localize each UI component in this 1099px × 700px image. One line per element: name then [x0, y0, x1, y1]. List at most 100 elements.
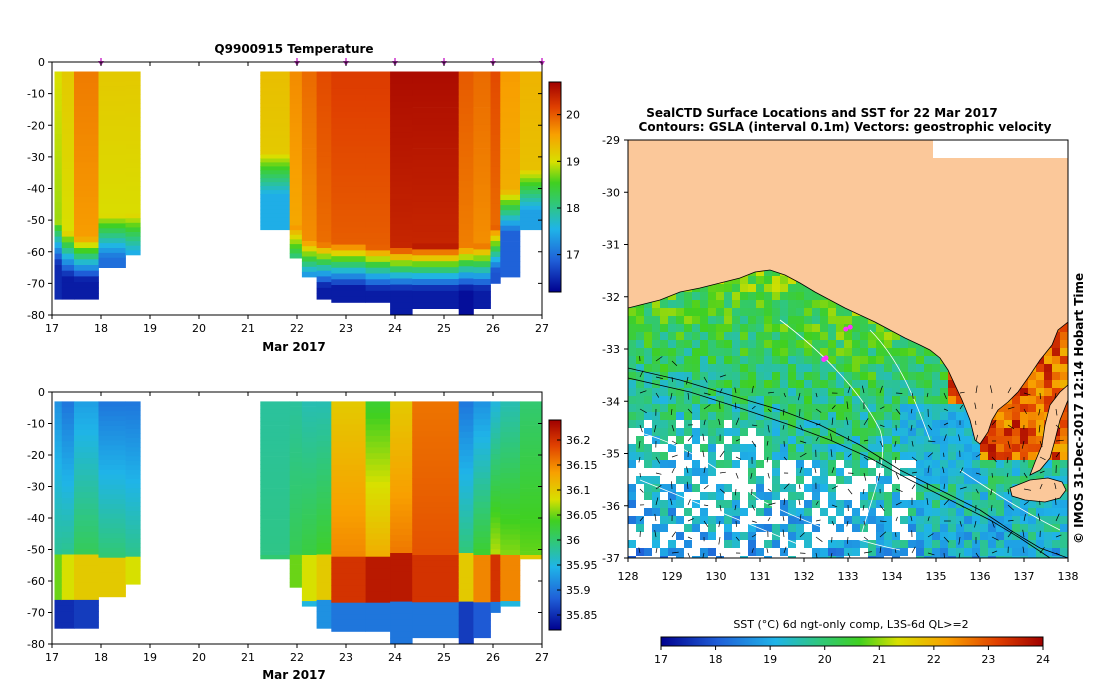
profile-cell: [61, 219, 75, 226]
profile-cell: [98, 489, 126, 495]
profile-cell: [74, 599, 99, 606]
profile-cell: [390, 266, 413, 273]
sst-cell: [764, 300, 772, 308]
sst-cell: [1012, 420, 1020, 428]
sst-cell: [748, 332, 756, 340]
sst-cell: [692, 476, 700, 484]
profile-cell: [61, 139, 75, 146]
profile-cell: [520, 484, 543, 489]
profile-cell: [125, 117, 141, 123]
profile-cell: [260, 174, 291, 179]
colorbar-tick-label: 20: [566, 109, 580, 122]
sst-cell: [700, 308, 708, 316]
profile-cell: [520, 468, 543, 473]
sst-cell: [1028, 452, 1036, 460]
velocity-vector: [734, 504, 737, 511]
sst-cell: [1060, 444, 1068, 452]
profile-cell: [125, 218, 141, 224]
sst-cell: [684, 524, 692, 532]
sst-cell: [852, 316, 860, 324]
sst-cell: [900, 500, 908, 508]
x-tick-label: 27: [535, 322, 549, 335]
profile-cell: [390, 522, 413, 530]
velocity-vector: [814, 467, 817, 474]
profile-cell: [458, 132, 474, 139]
velocity-vector: [655, 456, 661, 464]
profile-cell: [289, 564, 303, 570]
sst-cell: [1052, 452, 1060, 460]
velocity-vector: [671, 551, 679, 554]
sst-cell: [772, 556, 780, 558]
sst-cell: [852, 524, 860, 532]
temperature-cells: [54, 71, 543, 316]
sst-cell: [652, 412, 660, 420]
sst-cell: [812, 500, 820, 508]
profile-cell: [61, 179, 75, 186]
x-tick-label: 24: [388, 651, 402, 664]
sst-cell: [940, 404, 948, 412]
profile-cell: [301, 246, 317, 252]
profile-cell: [125, 135, 141, 141]
sst-cell: [948, 532, 956, 540]
sst-cell: [1004, 452, 1012, 460]
sst-cell: [1028, 508, 1036, 516]
sst-cell: [676, 436, 684, 444]
sst-cell: [1052, 436, 1060, 444]
sst-cell: [724, 500, 732, 508]
profile-cell: [365, 585, 391, 592]
sst-cell: [908, 396, 916, 404]
profile-cell: [289, 183, 303, 189]
profile-cell: [473, 95, 491, 102]
profile-cell: [473, 148, 491, 155]
velocity-vector: [1023, 501, 1029, 506]
velocity-vector: [638, 547, 641, 554]
profile-cell: [365, 430, 391, 437]
profile-cell: [260, 476, 291, 481]
sst-cell: [684, 548, 692, 556]
sst-cell: [780, 292, 788, 300]
profile-cell: [54, 622, 63, 629]
profile-cell: [125, 85, 141, 91]
sst-cell: [972, 444, 980, 452]
profile-cell: [390, 278, 413, 285]
velocity-vector: [879, 406, 885, 410]
sst-cell: [628, 444, 636, 452]
sst-cell: [772, 516, 780, 524]
profile-cell: [61, 168, 75, 175]
profile-cell: [331, 77, 366, 84]
sst-cell: [812, 316, 820, 324]
sst-cell: [892, 372, 900, 380]
profile-cell: [316, 111, 332, 118]
sst-cell: [940, 420, 948, 428]
profile-cell: [458, 577, 474, 584]
profile-cell: [54, 185, 63, 192]
profile-cell: [500, 210, 521, 216]
profile-cell: [98, 572, 126, 578]
sst-cell: [692, 412, 700, 420]
sst-cell: [1012, 508, 1020, 516]
sst-cell: [868, 468, 876, 476]
sst-cell: [892, 540, 900, 548]
salinity-panel: 17 18 19 20 21 22 23 24 25 26 27 0-10-20-30-40-50-…: [27, 386, 597, 682]
profile-cell: [412, 285, 460, 292]
profile-cell: [500, 117, 521, 124]
profile-cell: [458, 187, 474, 194]
profile-cell: [260, 213, 291, 219]
map-area: [628, 140, 1068, 558]
sst-cell: [740, 380, 748, 388]
sst-cell: [956, 460, 964, 468]
sst-cell: [1060, 364, 1068, 372]
sst-cell: [828, 308, 836, 316]
sst-cell: [732, 356, 740, 364]
profile-cell: [289, 429, 303, 435]
profile-cell: [260, 436, 291, 442]
profile-cell: [458, 193, 474, 200]
sst-cell: [772, 284, 780, 292]
sst-cell: [796, 364, 804, 372]
profile-cell: [490, 214, 501, 221]
sst-cell: [1036, 444, 1044, 452]
sst-cell: [708, 452, 716, 460]
profile-cell: [490, 140, 501, 147]
sst-cell: [1060, 516, 1068, 524]
profile-cell: [490, 459, 501, 466]
